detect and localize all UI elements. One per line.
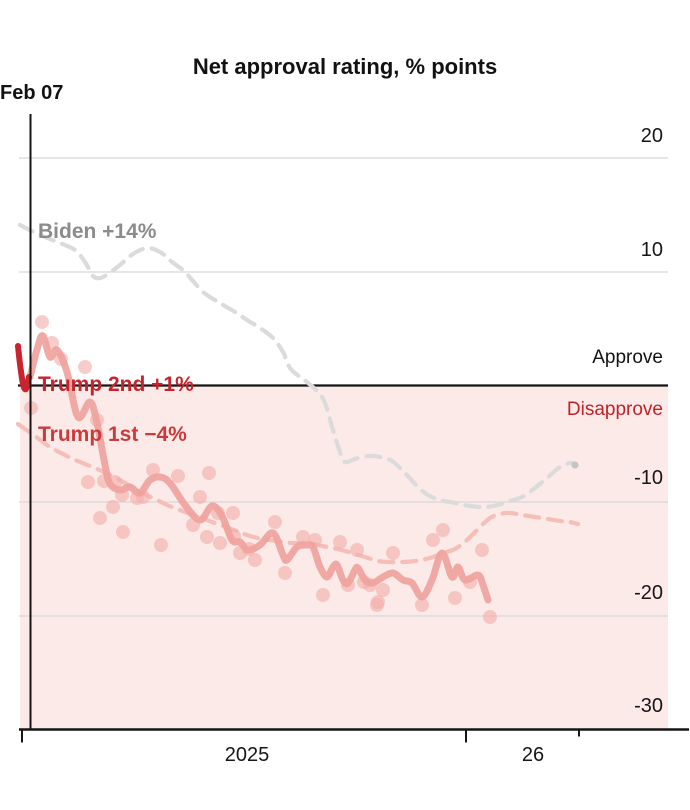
poll-dot bbox=[35, 315, 49, 329]
disapprove-zone-label: Disapprove bbox=[566, 399, 663, 420]
poll-dot bbox=[386, 546, 400, 560]
poll-dot bbox=[268, 515, 282, 529]
y-tick-20: 20 bbox=[640, 125, 663, 147]
x-tick-2025: 2025 bbox=[224, 744, 270, 766]
poll-dot bbox=[202, 466, 216, 480]
poll-dot bbox=[226, 506, 240, 520]
poll-dot bbox=[415, 598, 429, 612]
poll-dot bbox=[371, 595, 385, 609]
poll-dot bbox=[296, 530, 310, 544]
trump-2nd-line bbox=[26, 332, 492, 604]
trump-1st-series-label: Trump 1st −4% bbox=[38, 423, 187, 446]
disapprove-zone bbox=[20, 386, 668, 729]
trump-2nd-line-highlight bbox=[15, 343, 32, 393]
poll-dot bbox=[81, 475, 95, 489]
y-tick-10: 10 bbox=[640, 239, 663, 261]
poll-dot bbox=[93, 511, 107, 525]
poll-dot bbox=[213, 536, 227, 550]
poll-dot bbox=[350, 543, 364, 557]
trump-1st-line bbox=[15, 421, 581, 565]
poll-dot bbox=[154, 538, 168, 552]
y-tick-neg10: -10 bbox=[634, 467, 663, 489]
y-tick-neg20: -20 bbox=[634, 582, 663, 604]
biden-line-end-dot bbox=[571, 461, 579, 469]
chart-title: Net approval rating, % points bbox=[192, 54, 498, 79]
biden-series-label: Biden +14% bbox=[38, 220, 157, 243]
trump-2nd-series-label: Trump 2nd +1% bbox=[38, 373, 194, 396]
y-tick-neg30: -30 bbox=[634, 695, 663, 717]
poll-dot bbox=[200, 530, 214, 544]
poll-dot bbox=[333, 535, 347, 549]
poll-dot bbox=[436, 523, 450, 537]
poll-dot bbox=[316, 588, 330, 602]
poll-dot bbox=[278, 566, 292, 580]
poll-dot bbox=[475, 543, 489, 557]
poll-dot bbox=[171, 469, 185, 483]
poll-dot bbox=[426, 533, 440, 547]
approve-zone-label: Approve bbox=[592, 347, 663, 368]
x-tick-26: 26 bbox=[521, 744, 545, 766]
poll-dot bbox=[106, 500, 120, 514]
hover-date-label[interactable]: Feb 07 bbox=[0, 82, 64, 104]
poll-dot bbox=[116, 525, 130, 539]
poll-dot bbox=[448, 591, 462, 605]
poll-dot bbox=[483, 610, 497, 624]
poll-dot bbox=[376, 583, 390, 597]
poll-dot bbox=[193, 490, 207, 504]
biden-line bbox=[17, 222, 578, 510]
poll-dot bbox=[78, 360, 92, 374]
poll-dot bbox=[248, 553, 262, 567]
